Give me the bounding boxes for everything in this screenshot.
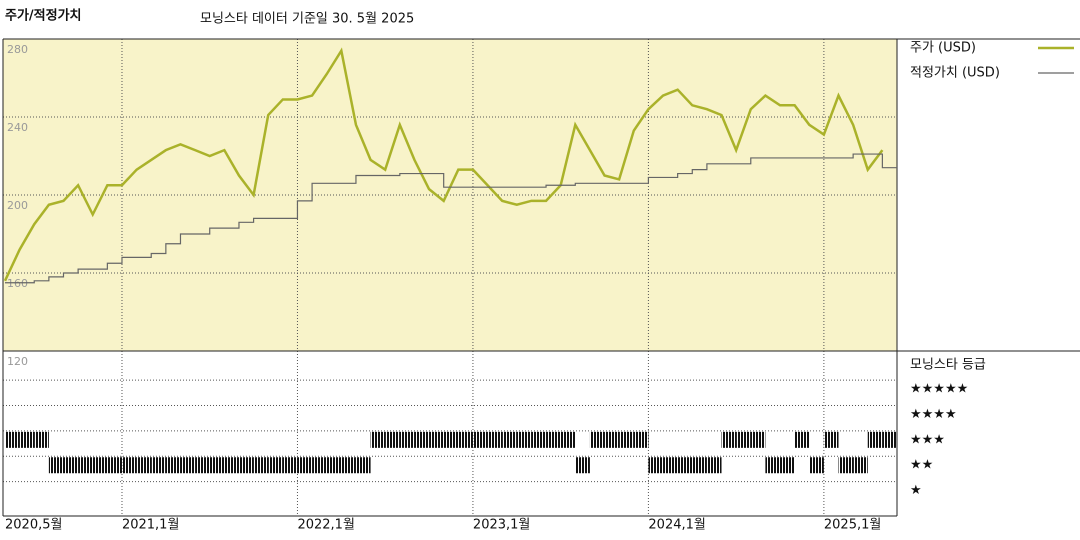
series-line	[3, 47, 884, 282]
rating-bar	[780, 457, 795, 474]
x-tick-label: 2023,1월	[473, 518, 530, 533]
rating-bar	[619, 431, 634, 448]
rating-bar	[604, 431, 620, 448]
rating-bar	[209, 457, 225, 474]
y-tick-label: 120	[7, 355, 28, 368]
rating-bar	[326, 457, 342, 474]
rating-bar	[531, 431, 547, 448]
rating-bar	[823, 431, 839, 448]
x-tick-label: 2020,5월	[5, 518, 62, 533]
rating-bar	[589, 431, 605, 448]
rating-bar	[472, 431, 488, 448]
y-tick-label: 200	[7, 199, 28, 212]
rating-bar	[633, 431, 649, 448]
rating-bar	[867, 431, 883, 448]
rating-bar	[502, 431, 517, 448]
rating-bar	[429, 431, 444, 448]
rating-bar	[385, 431, 400, 448]
rating-bar	[63, 457, 79, 474]
rating-bar	[765, 457, 781, 474]
rating-bar	[794, 431, 810, 448]
rating-bar	[48, 457, 64, 474]
rating-bar	[121, 457, 137, 474]
rating-bar	[648, 457, 664, 474]
y-tick-label: 280	[7, 43, 28, 56]
rating-bar	[238, 457, 254, 474]
rating-bar	[838, 457, 854, 474]
y-tick-label: 240	[7, 121, 28, 134]
rating-bar	[5, 431, 20, 448]
rating-bar	[458, 431, 473, 448]
rating-bar	[443, 431, 459, 448]
rating-bar	[34, 431, 49, 448]
rating-title: 모닝스타 등급	[910, 358, 986, 373]
rating-bar	[516, 431, 532, 448]
rating-bar	[809, 457, 824, 474]
rating-bar	[736, 431, 751, 448]
rating-bar	[721, 431, 737, 448]
rating-bar	[560, 431, 576, 448]
rating-bar	[677, 457, 693, 474]
rating-bar	[414, 431, 430, 448]
x-tick-label: 2024,1월	[648, 518, 705, 533]
rating-bar	[399, 431, 415, 448]
rating-bar	[341, 457, 356, 474]
rating-bar	[180, 457, 196, 474]
rating-bar	[107, 457, 122, 474]
chart-subtitle: 모닝스타 데이터 기준일 30. 5월 2025	[200, 12, 414, 27]
chart-title: 주가/적정가치	[5, 8, 82, 24]
rating-bar	[165, 457, 181, 474]
rating-label: ★★★★★	[910, 382, 968, 397]
y-tick-label: 160	[7, 277, 28, 290]
rating-bar	[297, 457, 313, 474]
rating-bar	[575, 457, 590, 474]
rating-label: ★★★	[910, 432, 945, 447]
rating-bar	[253, 457, 269, 474]
rating-label: ★★★★	[910, 407, 957, 422]
series-line	[5, 153, 897, 284]
rating-label: ★★	[910, 458, 933, 473]
rating-bar	[136, 457, 152, 474]
rating-bar	[370, 431, 386, 448]
rating-bar	[195, 457, 210, 474]
rating-bar	[692, 457, 707, 474]
x-tick-label: 2025,1월	[824, 518, 881, 533]
legend-label: 적정가치 (USD)	[910, 66, 1000, 81]
legend-label: 주가 (USD)	[910, 41, 976, 56]
rating-bar	[151, 457, 166, 474]
rating-bar	[268, 457, 283, 474]
rating-bar	[487, 431, 503, 448]
rating-bar	[224, 457, 239, 474]
rating-bar	[882, 431, 897, 448]
x-tick-label: 2022,1월	[297, 518, 354, 533]
rating-bar	[92, 457, 108, 474]
rating-bar	[355, 457, 371, 474]
rating-bar	[312, 457, 327, 474]
rating-bar	[19, 431, 35, 448]
rating-bar	[282, 457, 298, 474]
rating-bar	[853, 457, 868, 474]
rating-bar	[706, 457, 722, 474]
rating-bar	[546, 431, 561, 448]
rating-label: ★	[910, 483, 922, 498]
rating-bar	[750, 431, 766, 448]
rating-bar	[78, 457, 93, 474]
rating-bar	[663, 457, 678, 474]
x-tick-label: 2021,1월	[122, 518, 179, 533]
